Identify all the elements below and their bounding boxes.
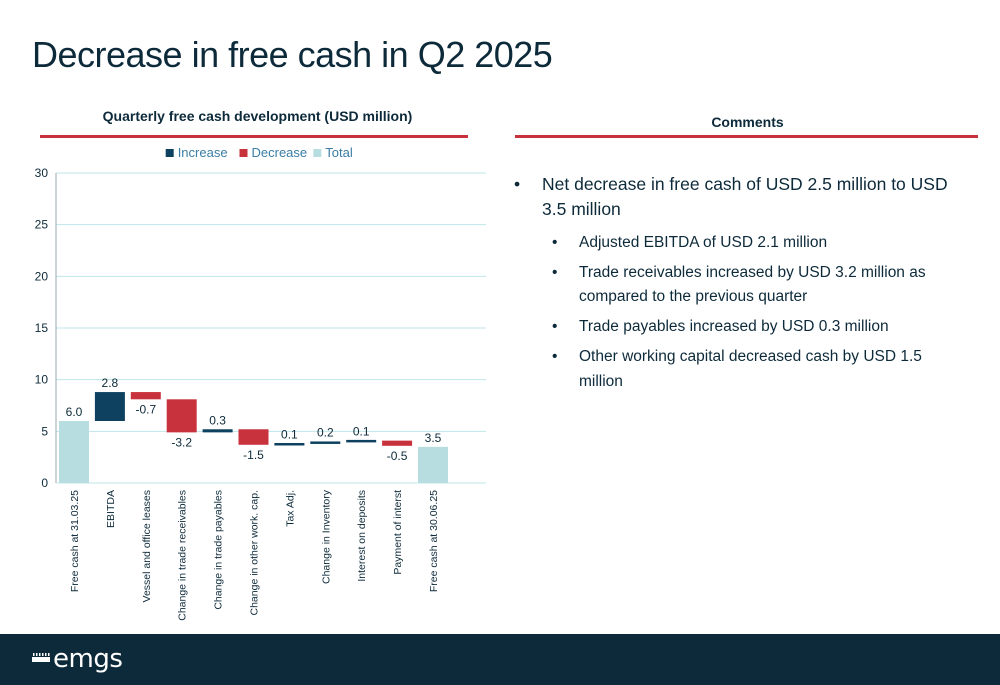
bar bbox=[94, 392, 125, 421]
legend-swatch bbox=[239, 149, 248, 157]
legend-label: Increase bbox=[178, 145, 228, 160]
y-tick-label: 20 bbox=[35, 269, 49, 283]
category-label: Change in Inventory bbox=[320, 489, 332, 584]
comments-panel: Net decrease in free cash of USD 2.5 mil… bbox=[510, 172, 950, 400]
category-label: Vessel and office leases bbox=[141, 490, 153, 602]
comment-subitem-text: Trade payables increased by USD 0.3 mill… bbox=[579, 318, 889, 336]
bar bbox=[346, 439, 377, 443]
comments-section-title: Comments bbox=[711, 114, 784, 130]
category-label: EBITDA bbox=[105, 490, 117, 528]
category-label: Interest on deposits bbox=[356, 490, 368, 582]
page-title: Decrease in free cash in Q2 2025 bbox=[32, 34, 553, 75]
data-label: -3.2 bbox=[171, 435, 192, 449]
data-label: 0.1 bbox=[281, 428, 298, 442]
bar bbox=[166, 399, 197, 433]
y-tick-label: 25 bbox=[35, 218, 49, 232]
waterfall-chart: 0 5 10 15 20 25 30 6.0 Free cash at 31.03.25 2.8 E… bbox=[35, 145, 486, 621]
comment-text: Net decrease in free cash of USD 2.5 mil… bbox=[542, 174, 948, 220]
y-tick-label: 15 bbox=[35, 321, 49, 335]
category-label: Payment of interst bbox=[392, 490, 404, 575]
data-label: 6.0 bbox=[66, 405, 83, 419]
comment-subitem: Trade receivables increased by USD 3.2 m… bbox=[510, 261, 950, 311]
category-label: Change in trade payables bbox=[213, 490, 225, 610]
comment-subitem-text: Adjusted EBITDA of USD 2.1 million bbox=[579, 233, 828, 251]
data-label: 0.2 bbox=[317, 426, 334, 440]
data-label: -0.7 bbox=[135, 402, 156, 416]
bar bbox=[274, 443, 305, 446]
logo-text: emgs bbox=[53, 644, 123, 674]
logo-mark-icon bbox=[32, 653, 50, 662]
y-tick-label: 10 bbox=[35, 373, 49, 387]
data-label: 0.3 bbox=[209, 413, 226, 427]
bar bbox=[130, 392, 161, 400]
chart-section-rule bbox=[40, 135, 468, 138]
comment-item: Net decrease in free cash of USD 2.5 mil… bbox=[510, 172, 950, 223]
legend-label: Decrease bbox=[252, 145, 308, 160]
y-tick-label: 30 bbox=[35, 166, 49, 180]
bar bbox=[310, 441, 341, 444]
legend-swatch bbox=[313, 149, 322, 157]
comments-section-rule bbox=[515, 135, 978, 138]
comment-subitem-text: Other working capital decreased cash by … bbox=[579, 347, 922, 390]
bar bbox=[418, 446, 448, 483]
category-label: Change in other work. cap. bbox=[249, 490, 261, 616]
category-label: Free cash at 31.03.25 bbox=[69, 490, 81, 592]
data-label: 0.1 bbox=[353, 425, 370, 439]
comment-subitem-text: Trade receivables increased by USD 3.2 m… bbox=[579, 263, 926, 306]
data-label: 3.5 bbox=[425, 431, 442, 445]
data-label: -1.5 bbox=[243, 448, 264, 462]
category-label: Tax Adj. bbox=[284, 490, 296, 527]
data-label: -0.5 bbox=[387, 449, 408, 463]
bar bbox=[382, 440, 413, 446]
footer-bar: emgs bbox=[0, 634, 1000, 685]
bar bbox=[202, 429, 233, 433]
legend-swatch bbox=[165, 149, 174, 157]
legend-label: Total bbox=[325, 145, 353, 160]
data-label: 2.8 bbox=[102, 376, 119, 390]
comment-subitem: Trade payables increased by USD 0.3 mill… bbox=[510, 315, 950, 340]
bar bbox=[59, 421, 89, 483]
comment-subitem: Adjusted EBITDA of USD 2.1 million bbox=[510, 231, 950, 256]
category-label: Change in trade receivables bbox=[177, 490, 189, 621]
category-label: Free cash at 30.06.25 bbox=[428, 490, 440, 592]
bar bbox=[238, 429, 269, 445]
chart-section-title: Quarterly free cash development (USD mil… bbox=[102, 108, 413, 124]
y-tick-label: 5 bbox=[41, 424, 48, 438]
emgs-logo: emgs bbox=[32, 644, 123, 674]
comment-subitem: Other working capital decreased cash by … bbox=[510, 345, 950, 395]
y-tick-label: 0 bbox=[41, 476, 48, 490]
